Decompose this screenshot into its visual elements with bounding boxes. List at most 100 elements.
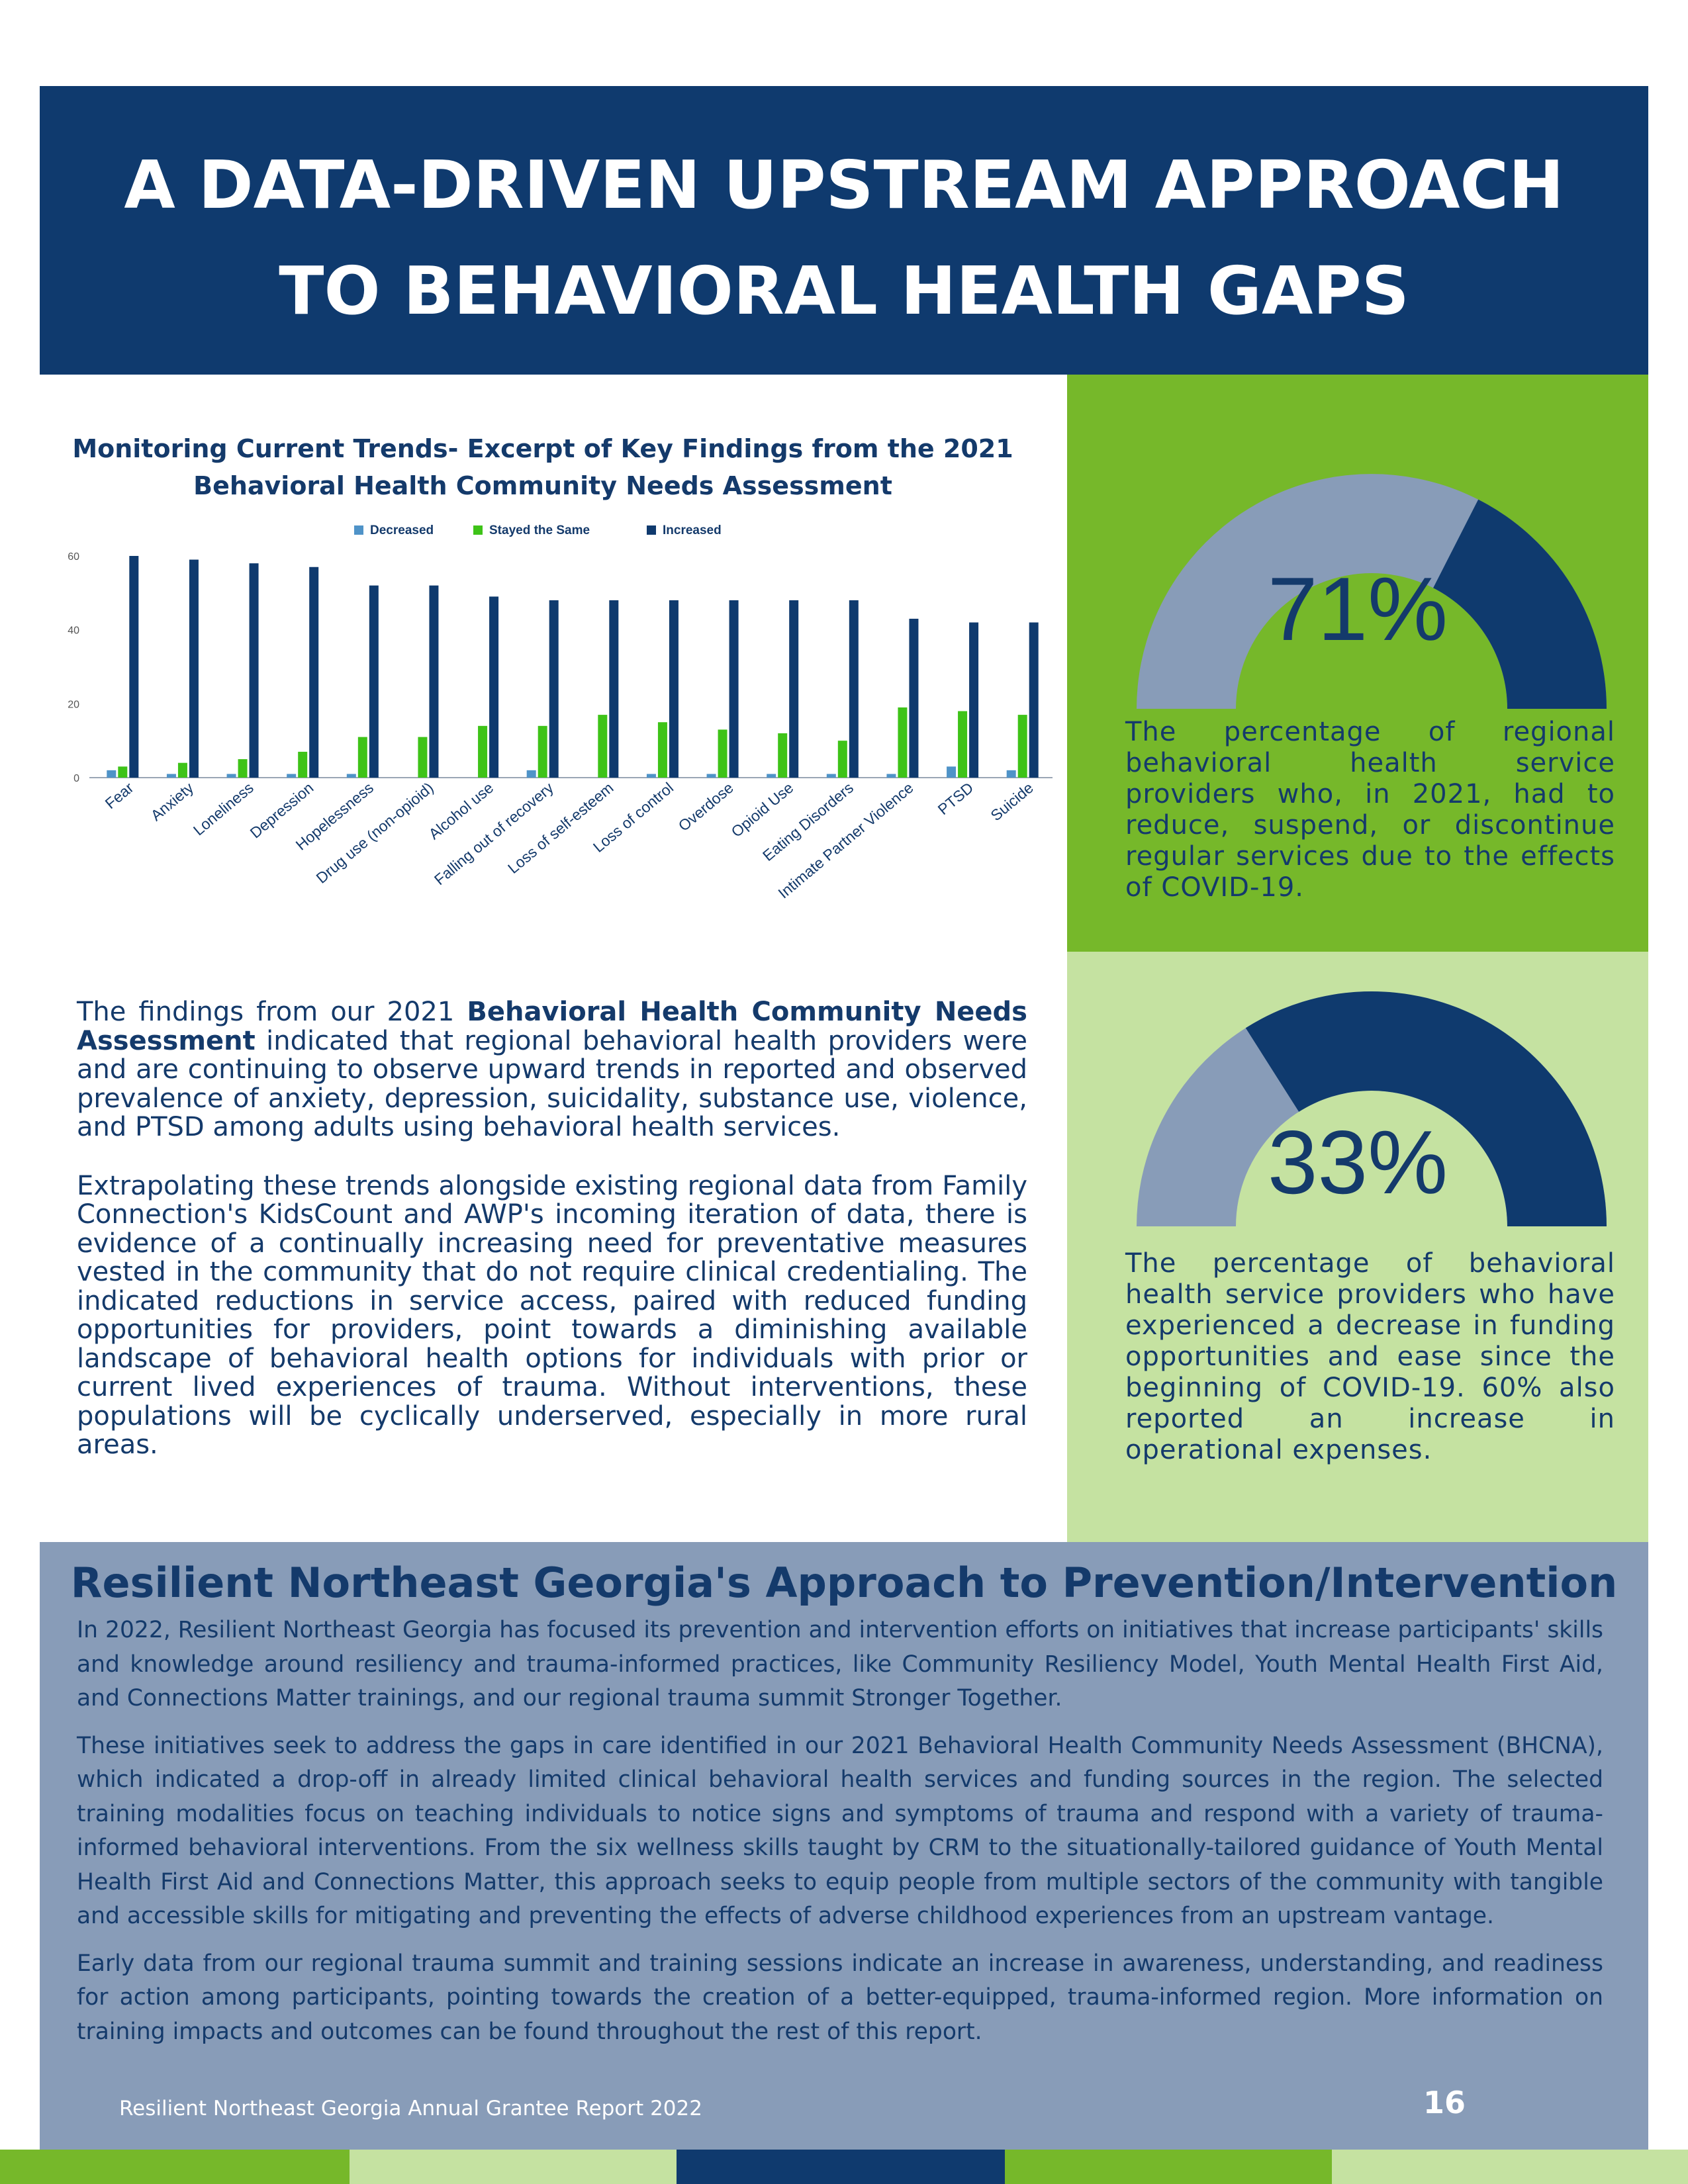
approach-paragraph-3: Early data from our regional trauma summ… xyxy=(77,1950,1603,2045)
findings-p1-end: indicated that regional behavioral healt… xyxy=(77,1025,1027,1142)
approach-section: Resilient Northeast Georgia's Approach t… xyxy=(40,1542,1648,2184)
approach-paragraph-2: These initiatives seek to address the ga… xyxy=(77,1732,1603,1930)
findings-p1-bold: Behavioral Health Community Needs Assess… xyxy=(77,997,1027,1056)
bar-increased xyxy=(489,596,499,778)
bar-increased xyxy=(969,622,979,778)
x-tick-label: Drug use (non-opioid) xyxy=(313,779,437,887)
footer-strip-green xyxy=(0,2150,350,2184)
stat-panel-funding-decrease: 33% The percentage of behavioral health … xyxy=(1067,952,1648,1542)
bar-stayed-the-same xyxy=(778,733,788,778)
bar-increased xyxy=(249,563,259,778)
bar-increased xyxy=(309,567,319,778)
chart-title-line1: Monitoring Current Trends- Excerpt of Ke… xyxy=(72,434,1013,463)
bar-stayed-the-same xyxy=(418,737,428,778)
bar-increased xyxy=(669,600,679,778)
bar-stayed-the-same xyxy=(1017,715,1027,778)
x-tick-label: Suicide xyxy=(987,779,1037,824)
legend-swatch xyxy=(354,525,363,535)
x-tick-label: Loneliness xyxy=(190,779,257,839)
approach-title: Resilient Northeast Georgia's Approach t… xyxy=(70,1559,1618,1607)
stat-percent-33: 33% xyxy=(1267,1112,1448,1212)
bar-decreased xyxy=(826,774,836,778)
bar-stayed-the-same xyxy=(837,741,847,778)
x-tick-label: Falling out of recovery xyxy=(431,779,557,889)
bar-stayed-the-same xyxy=(898,707,908,778)
findings-p1-start: The findings from our 2021 xyxy=(77,997,467,1027)
bar-increased xyxy=(849,600,859,778)
bar-increased xyxy=(909,618,919,778)
chart-title-line2: Behavioral Health Community Needs Assess… xyxy=(193,471,892,500)
footer-strip-light-green xyxy=(350,2150,677,2184)
bar-decreased xyxy=(886,774,896,778)
bar-stayed-the-same xyxy=(478,725,488,778)
legend-label: Stayed the Same xyxy=(489,523,590,537)
bar-stayed-the-same xyxy=(357,737,367,778)
bar-decreased xyxy=(346,774,356,778)
bar-decreased xyxy=(767,774,776,778)
chart-legend: Decreased Stayed the Same Increased xyxy=(354,523,722,537)
findings-text: The findings from our 2021 Behavioral He… xyxy=(77,997,1027,1490)
bar-stayed-the-same xyxy=(118,766,128,778)
stat-description-2: The percentage of behavioral health serv… xyxy=(1125,1248,1615,1465)
bar-decreased xyxy=(1006,770,1016,778)
footer-strip-light-green-2 xyxy=(1332,2150,1688,2184)
bar-increased xyxy=(189,559,199,778)
chart-bars xyxy=(107,556,1039,778)
gauge-71 xyxy=(1137,474,1607,709)
stat-panel-providers-reduced: 71% The percentage of regional behaviora… xyxy=(1067,375,1648,952)
x-axis-labels: Fear AnxietyLonelinessDepressionHopelessn… xyxy=(102,779,1037,902)
bar-stayed-the-same xyxy=(538,725,547,778)
findings-paragraph-1: The findings from our 2021 Behavioral He… xyxy=(77,997,1027,1142)
bar-increased xyxy=(609,600,619,778)
bar-decreased xyxy=(646,774,656,778)
bar-decreased xyxy=(287,774,297,778)
approach-paragraph-1: In 2022, Resilient Northeast Georgia has… xyxy=(77,1617,1603,1711)
bar-increased xyxy=(549,600,559,778)
bar-stayed-the-same xyxy=(177,762,187,778)
x-tick-label: Overdose xyxy=(675,779,737,835)
bar-stayed-the-same xyxy=(298,751,308,778)
footer-strip-navy xyxy=(677,2150,1005,2184)
bar-decreased xyxy=(107,770,117,778)
y-tick-label: 40 xyxy=(68,625,79,637)
bar-decreased xyxy=(226,774,236,778)
legend-label: Decreased xyxy=(370,523,434,537)
bar-decreased xyxy=(706,774,716,778)
bar-increased xyxy=(129,556,139,778)
bar-stayed-the-same xyxy=(598,715,608,778)
y-tick-label: 20 xyxy=(68,699,79,710)
page-title-line1: A DATA-DRIVEN UPSTREAM APPROACH xyxy=(124,146,1564,224)
bar-increased xyxy=(369,585,379,778)
header-banner: A DATA-DRIVEN UPSTREAM APPROACH TO BEHAV… xyxy=(40,86,1648,375)
bar-increased xyxy=(789,600,799,778)
y-tick-label: 60 xyxy=(68,551,79,563)
trend-bar-chart: Decreased Stayed the Same Increased 0 20 40 6… xyxy=(68,523,1053,902)
stat-description-1: The percentage of regional behavioral he… xyxy=(1125,717,1615,903)
legend-label: Increased xyxy=(663,523,722,537)
bar-stayed-the-same xyxy=(958,711,968,778)
legend-swatch xyxy=(473,525,483,535)
bar-stayed-the-same xyxy=(238,759,248,778)
x-tick-label: Fear xyxy=(102,779,137,813)
y-tick-label: 0 xyxy=(73,773,79,784)
gauge-71-fill xyxy=(1433,499,1607,709)
bar-decreased xyxy=(526,770,536,778)
bar-stayed-the-same xyxy=(657,722,667,778)
bar-increased xyxy=(729,600,739,778)
approach-body: In 2022, Resilient Northeast Georgia has… xyxy=(77,1614,1603,2062)
gauge-33 xyxy=(1137,991,1607,1226)
x-tick-label: Loss of self-esteem xyxy=(504,779,616,877)
footer-strip-green-2 xyxy=(1005,2150,1332,2184)
bar-decreased xyxy=(166,774,176,778)
bar-increased xyxy=(1029,622,1039,778)
bar-increased xyxy=(429,585,439,778)
findings-paragraph-2: Extrapolating these trends alongside exi… xyxy=(77,1170,1027,1460)
page-number: 16 xyxy=(1423,2085,1466,2120)
page-title-line2: TO BEHAVIORAL HEALTH GAPS xyxy=(279,252,1409,330)
x-tick-label: PTSD xyxy=(935,779,977,818)
gauge-33-fill xyxy=(1245,991,1607,1226)
footer-report-name: Resilient Northeast Georgia Annual Grant… xyxy=(119,2097,702,2120)
x-tick-label: Anxiety xyxy=(148,779,197,825)
chart-title: Monitoring Current Trends- Excerpt of Ke… xyxy=(66,430,1019,504)
stat-percent-71: 71% xyxy=(1267,559,1448,659)
